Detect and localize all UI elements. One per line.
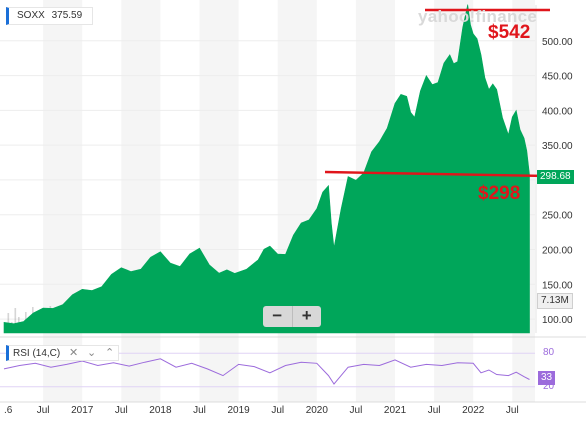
volume-tag: 7.13M <box>537 293 573 309</box>
x-tick-label: Jul <box>506 405 519 416</box>
y-tick-label: 200.00 <box>542 246 573 257</box>
y-tick-label: 500.00 <box>542 37 573 48</box>
y-tick-label: 350.00 <box>542 141 573 152</box>
rsi-last-tag: 33 <box>538 371 556 385</box>
ticker-value: 375.59 <box>51 10 83 21</box>
x-tick-label: Jul <box>193 405 206 416</box>
reference-lines <box>324 8 550 178</box>
last-price-tag: 298.68 <box>537 170 574 184</box>
annotation-high: $542 <box>488 22 531 43</box>
rsi-legend[interactable]: RSI (14,C) ✕ ⌄ ⌃ <box>6 345 120 361</box>
annotation-low: $298 <box>478 183 521 204</box>
year-band <box>199 0 239 402</box>
chevron-down-icon[interactable]: ⌄ <box>87 347 97 359</box>
x-tick-label: 2021 <box>384 405 407 416</box>
rsi-line <box>3 358 530 385</box>
x-tick-label: 2020 <box>306 405 329 416</box>
y-axis-ticks: 500.00 450.00 400.00 350.00 250.00 200.00 150.… <box>542 37 573 326</box>
chevron-up-icon[interactable]: ⌃ <box>105 347 115 359</box>
rsi-label: RSI (14,C) <box>13 348 61 359</box>
ticker-symbol: SOXX <box>17 10 45 21</box>
zoom-in-button[interactable]: + <box>301 306 312 325</box>
y-tick-label: 250.00 <box>542 211 573 222</box>
year-band <box>277 0 317 402</box>
year-band <box>43 0 83 402</box>
year-band <box>121 0 161 402</box>
ticker-legend[interactable]: SOXX 375.59 <box>6 7 94 25</box>
x-tick-label: Jul <box>37 405 50 416</box>
yahoo-finance-watermark: yahoo!finance <box>418 7 538 26</box>
y-tick-label: 450.00 <box>542 72 573 83</box>
price-area <box>3 4 530 334</box>
x-tick-label: 2022 <box>462 405 485 416</box>
zoom-out-button[interactable]: − <box>263 306 293 327</box>
rsi-upper-label: 80 <box>540 346 558 360</box>
x-tick-label: 2018 <box>149 405 172 416</box>
x-tick-label: 2017 <box>71 405 94 416</box>
ref-line-low <box>324 170 549 178</box>
y-tick-label: 150.00 <box>542 280 573 291</box>
x-tick-label: .6 <box>4 405 13 416</box>
x-tick-label: 2019 <box>227 405 250 416</box>
close-icon[interactable]: ✕ <box>69 347 79 359</box>
x-tick-label: Jul <box>350 405 363 416</box>
x-tick-label: Jul <box>428 405 441 416</box>
volume-bar <box>14 308 17 333</box>
x-axis-ticks: .6 Jul 2017 Jul 2018 Jul 2019 Jul 2020 Jul 2021 Jul… <box>4 405 519 416</box>
x-tick-label: Jul <box>115 405 128 416</box>
x-tick-label: Jul <box>271 405 284 416</box>
y-tick-label: 100.00 <box>542 315 573 326</box>
zoom-controls: − + <box>263 306 321 327</box>
y-tick-label: 400.00 <box>542 106 573 117</box>
